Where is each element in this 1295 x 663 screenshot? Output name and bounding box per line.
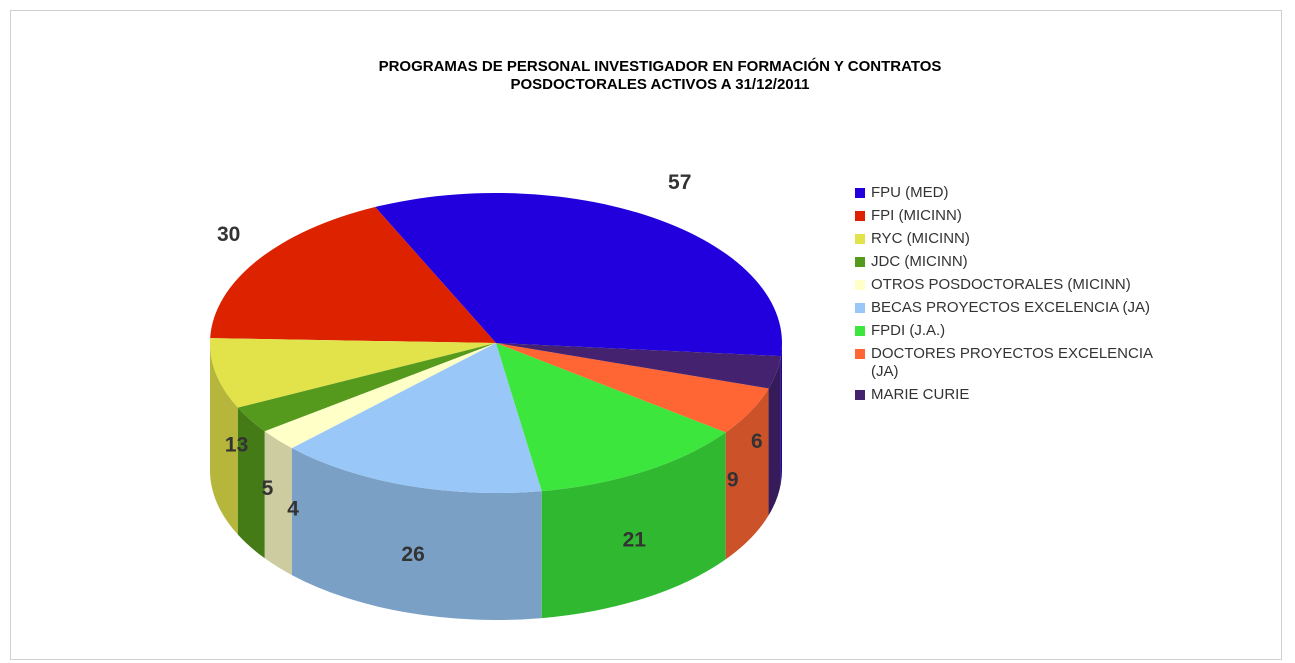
legend-label: MARIE CURIE — [871, 386, 970, 403]
data-label: 9 — [727, 469, 739, 492]
legend-label: RYC (MICINN) — [871, 230, 970, 247]
legend-item: OTROS POSDOCTORALES (MICINN) — [855, 276, 1255, 294]
data-label: 57 — [668, 171, 691, 194]
pie-slice — [210, 207, 496, 343]
legend-item: JDC (MICINN) — [855, 253, 1255, 271]
legend-item: FPDI (J.A.) — [855, 322, 1255, 340]
pie-slice — [237, 343, 497, 432]
legend-label: JDC (MICINN) — [871, 253, 968, 270]
legend-swatch — [855, 390, 865, 400]
legend-swatch — [855, 257, 865, 267]
pie-slice-side — [291, 448, 542, 621]
pie-slice — [375, 193, 782, 357]
pie-slice — [496, 343, 781, 389]
legend-item: FPI (MICINN) — [855, 207, 1255, 225]
pie-slice-side — [725, 388, 769, 560]
pie-slice — [291, 343, 542, 494]
legend-item: RYC (MICINN) — [855, 230, 1255, 248]
pie-slice — [264, 343, 496, 449]
pie-slice — [496, 343, 769, 433]
data-label: 4 — [287, 497, 299, 520]
legend-swatch — [855, 211, 865, 221]
legend-item: MARIE CURIE — [855, 386, 1255, 404]
legend-swatch — [855, 349, 865, 359]
legend-item: FPU (MED) — [855, 184, 1255, 202]
data-label: 21 — [623, 529, 647, 552]
legend-label: DOCTORES PROYECTOS EXCELENCIA (JA) — [871, 345, 1153, 380]
data-label: 6 — [751, 430, 763, 453]
legend-label: FPDI (J.A.) — [871, 322, 946, 339]
pie-slice-side — [210, 343, 238, 535]
legend-label: FPI (MICINN) — [871, 207, 962, 224]
legend: FPU (MED) FPI (MICINN) RYC (MICINN) JDC (MI… — [855, 184, 1255, 409]
legend-swatch — [855, 280, 865, 290]
data-label: 5 — [262, 477, 274, 500]
pie-slice-side — [768, 356, 781, 516]
pie-slice-side — [237, 407, 265, 559]
legend-swatch — [855, 234, 865, 244]
chart-title: PROGRAMAS DE PERSONAL INVESTIGADOR EN FO… — [378, 58, 942, 93]
pie-slice — [496, 343, 726, 492]
legend-label: OTROS POSDOCTORALES (MICINN) — [871, 276, 1131, 293]
data-label: 26 — [401, 543, 424, 566]
legend-label: BECAS PROYECTOS EXCELENCIA (JA) — [871, 299, 1150, 316]
legend-swatch — [855, 188, 865, 198]
legend-item: DOCTORES PROYECTOS EXCELENCIA (JA) — [855, 345, 1171, 381]
legend-swatch — [855, 326, 865, 336]
pie-slice-side — [541, 432, 726, 619]
legend-swatch — [855, 303, 865, 313]
data-label: 13 — [225, 434, 248, 457]
data-label: 30 — [217, 223, 240, 246]
legend-label: FPU (MED) — [871, 184, 949, 201]
pie-slice-side — [264, 431, 292, 576]
chart-frame — [10, 10, 1282, 660]
pie-slice-side — [780, 343, 783, 484]
legend-item: BECAS PROYECTOS EXCELENCIA (JA) — [855, 299, 1171, 317]
pie-slice — [210, 338, 496, 408]
